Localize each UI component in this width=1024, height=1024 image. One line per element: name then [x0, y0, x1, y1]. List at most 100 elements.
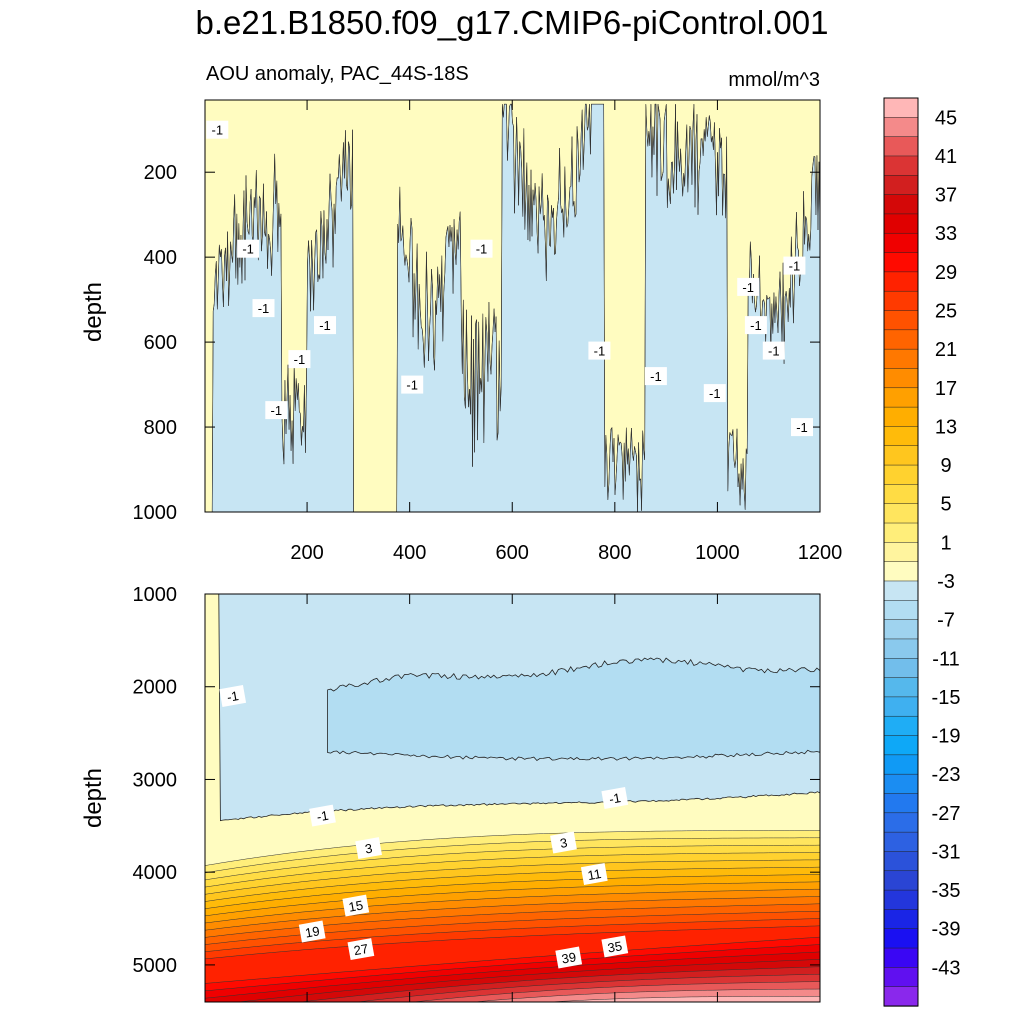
- colorbar-swatch: [883, 155, 919, 176]
- y-tick-label: 200: [144, 162, 177, 184]
- contour-label-text: -1: [258, 301, 270, 316]
- lower-panel: 1000 2000 3000 4000 5000 -1 -1 -1 3 3 11 15 19 27 39 35: [133, 584, 821, 1003]
- x-tick-label: 600: [496, 542, 529, 564]
- contour-label: -1: [791, 418, 813, 437]
- colorbar-swatch: [883, 310, 919, 331]
- colorbar-swatch: [883, 735, 919, 756]
- colorbar-swatch: [883, 503, 919, 524]
- colorbar-label: 41: [935, 146, 957, 168]
- y-axis-label-lower: depth: [80, 768, 107, 828]
- colorbar-swatch: [883, 909, 919, 930]
- colorbar-label: -3: [937, 571, 955, 593]
- contour-label-text: 39: [560, 949, 577, 966]
- y-tick-label: 1000: [133, 502, 178, 524]
- colorbar-swatch: [883, 947, 919, 969]
- contour-label-box: [309, 804, 336, 827]
- upper-contour-line: [205, 103, 821, 513]
- contour-label-text: -1: [650, 369, 662, 384]
- contour-label: -1: [401, 375, 424, 394]
- colorbar-frame: [883, 97, 919, 1007]
- contour-label: -1: [252, 299, 275, 318]
- contour-label-text: -1: [768, 344, 780, 359]
- contour-label-box: [601, 935, 629, 958]
- contour-label-box: [347, 938, 375, 961]
- colorbar-swatch: [883, 967, 919, 988]
- colorbar-label: 21: [935, 339, 957, 361]
- contour-label-box: [401, 375, 424, 394]
- colorbar-swatch: [883, 889, 919, 911]
- colorbar-swatch: [883, 561, 919, 582]
- contour-label: 27: [347, 938, 375, 961]
- contour-label-box: [288, 350, 311, 369]
- colorbar-label: 29: [935, 262, 957, 284]
- colorbar-swatch: [883, 928, 919, 949]
- colorbar-swatch: [883, 368, 919, 389]
- colorbar-label: 1: [940, 532, 951, 554]
- colorbar-swatch: [883, 677, 919, 698]
- contour-label-box: [314, 316, 336, 335]
- contour-label-text: -1: [750, 318, 762, 333]
- contour-label: 19: [298, 920, 326, 943]
- colorbar: 45 41 37 33 29 25 21 17 13 9 5 1 -3 -7 -11 -15 -19 -23 -27…: [883, 97, 961, 1007]
- contour-label-box: [580, 863, 608, 885]
- contour-label: -1: [206, 120, 229, 139]
- contour-label-text: -1: [789, 259, 801, 274]
- contour-label: 15: [342, 894, 370, 917]
- colorbar-label: 45: [935, 107, 957, 129]
- colorbar-swatch: [883, 851, 919, 872]
- colorbar-swatch: [883, 136, 919, 157]
- colorbar-swatch: [883, 870, 919, 891]
- contour-label: 3: [355, 837, 382, 860]
- contour-label-text: -1: [742, 280, 754, 295]
- colorbar-swatch: [883, 348, 919, 370]
- y-tick-label: 3000: [133, 769, 178, 791]
- contour-label-box: [237, 239, 260, 258]
- contour-label-box: [298, 920, 326, 943]
- contour-label-text: -1: [212, 123, 224, 138]
- contour-label: -1: [783, 256, 806, 275]
- contour-label-text: -1: [319, 318, 331, 333]
- colorbar-label: -19: [932, 726, 961, 748]
- y-tick-label: 2000: [133, 677, 178, 699]
- contour-label-text: -1: [271, 403, 283, 418]
- contour-label-text: -1: [242, 242, 254, 257]
- contour-label-text: -1: [594, 344, 606, 359]
- colorbar-label: 9: [940, 455, 951, 477]
- colorbar-swatch: [883, 406, 919, 428]
- contour-label: -1: [744, 316, 767, 335]
- contour-label-box: [550, 831, 577, 854]
- colorbar-swatch: [883, 232, 919, 254]
- contour-label: -1: [265, 401, 288, 420]
- colorbar-swatch: [883, 658, 919, 679]
- x-tick-label: 800: [598, 542, 631, 564]
- contour-label-text: -1: [709, 386, 721, 401]
- chart-title: b.e21.B1850.f09_g17.CMIP6-piControl.001: [196, 4, 829, 41]
- contour-label-box: [588, 341, 611, 360]
- colorbar-label: 33: [935, 223, 957, 245]
- colorbar-swatch: [883, 638, 919, 659]
- contour-label: -1: [309, 804, 336, 827]
- colorbar-swatch: [883, 696, 919, 717]
- colorbar-swatch: [883, 793, 919, 814]
- colorbar-swatch: [883, 445, 919, 466]
- contour-label-box: [601, 787, 629, 809]
- contour-label-text: -1: [476, 242, 488, 257]
- contour-label-box: [703, 384, 726, 403]
- colorbar-swatch: [883, 715, 919, 737]
- y-tick-label: 1000: [133, 584, 178, 606]
- colorbar-swatch: [883, 117, 919, 138]
- contour-label: -1: [314, 316, 336, 335]
- colorbar-swatch: [883, 97, 919, 118]
- colorbar-swatch: [883, 542, 919, 563]
- colorbar-label: -31: [932, 841, 961, 863]
- contour-label: 11: [580, 863, 608, 885]
- contour-label: -1: [470, 239, 493, 258]
- colorbar-swatch: [883, 252, 919, 273]
- contour-label-text: -1: [294, 352, 306, 367]
- upper-panel: 200 400 600 800 1000 1200 200 400 600 800 1000 -1 -1…: [133, 99, 842, 564]
- y-tick-label: 600: [144, 332, 177, 354]
- contour-label: -1: [703, 384, 726, 403]
- contour-label-text: 15: [347, 897, 364, 914]
- contour-label-box: [783, 256, 806, 275]
- colorbar-label: -15: [932, 687, 961, 709]
